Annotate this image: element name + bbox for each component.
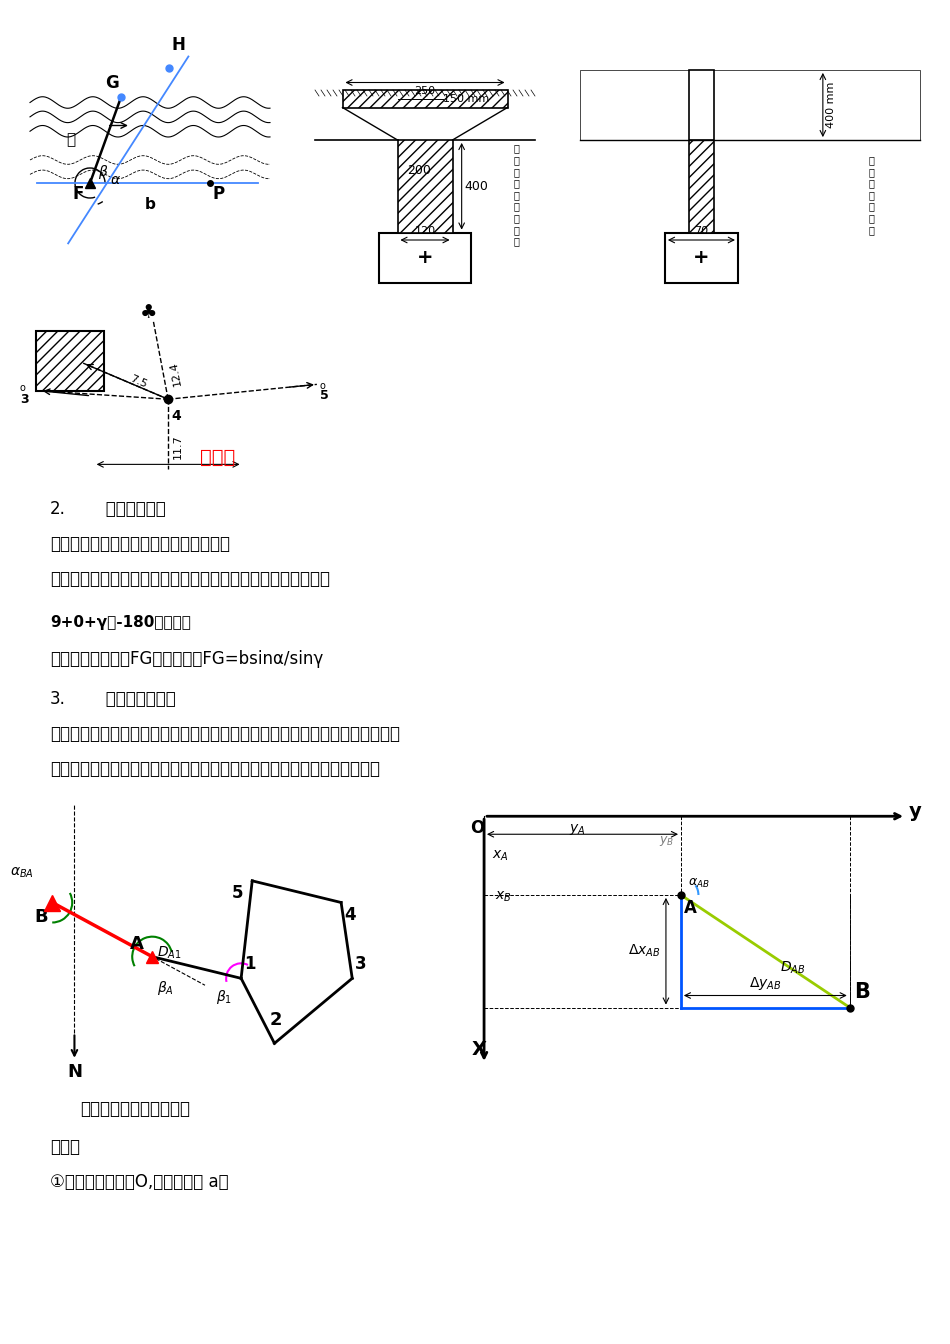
Text: B: B bbox=[34, 907, 48, 926]
Text: 400 mm: 400 mm bbox=[826, 82, 836, 128]
Text: o: o bbox=[20, 383, 26, 392]
Text: 9+0+γ）-180。二上门: 9+0+γ）-180。二上门 bbox=[50, 616, 191, 630]
Text: 70: 70 bbox=[694, 226, 709, 237]
Text: 河: 河 bbox=[66, 132, 75, 148]
Text: b: b bbox=[144, 198, 156, 212]
Text: 7.5: 7.5 bbox=[128, 374, 149, 390]
Text: 400: 400 bbox=[465, 180, 488, 192]
Text: 2: 2 bbox=[270, 1011, 282, 1030]
Text: o: o bbox=[320, 382, 326, 391]
Text: $\beta$: $\beta$ bbox=[98, 163, 108, 181]
Text: 150 mm: 150 mm bbox=[444, 94, 489, 103]
Text: $D_{AB}$: $D_{AB}$ bbox=[780, 960, 806, 976]
Text: $\alpha$: $\alpha$ bbox=[110, 173, 121, 187]
Text: $\alpha_{AB}$: $\alpha_{AB}$ bbox=[688, 878, 710, 890]
Text: O: O bbox=[470, 820, 484, 837]
Text: ♣: ♣ bbox=[140, 304, 157, 323]
Text: 混
凝
土
桩
（
永
久
性
）: 混 凝 土 桩 （ 永 久 性 ） bbox=[514, 144, 520, 246]
Text: 当导线跨越河流或其它障碍时，可采用作辅助点间接求距离法。: 当导线跨越河流或其它障碍时，可采用作辅助点间接求距离法。 bbox=[50, 570, 330, 589]
Text: $\Delta x_{AB}$: $\Delta x_{AB}$ bbox=[629, 943, 661, 960]
Text: 导线转折角测量: 导线转折角测量 bbox=[90, 689, 176, 708]
Text: 3.: 3. bbox=[50, 689, 66, 708]
Text: 三、导线测量的内业计算: 三、导线测量的内业计算 bbox=[80, 1099, 190, 1118]
Text: 4: 4 bbox=[171, 410, 180, 423]
Text: N: N bbox=[67, 1063, 83, 1081]
Text: $D_{A1}$: $D_{A1}$ bbox=[157, 945, 181, 961]
Text: A: A bbox=[684, 899, 696, 917]
FancyBboxPatch shape bbox=[379, 233, 471, 282]
Text: 木
桩
（
临
时
性
）: 木 桩 （ 临 时 性 ） bbox=[868, 155, 874, 235]
Bar bbox=[36, 331, 104, 391]
Text: 思路：: 思路： bbox=[50, 1138, 80, 1156]
Text: 120: 120 bbox=[414, 226, 435, 237]
Text: A: A bbox=[130, 934, 144, 953]
Text: 点之记: 点之记 bbox=[200, 448, 236, 468]
Text: $x_B$: $x_B$ bbox=[495, 890, 512, 905]
Bar bbox=[690, 140, 713, 233]
Text: 2.: 2. bbox=[50, 500, 66, 517]
Text: 导线转折角有左角和右角之分。当与高级控制点连测时，需进行连接测量。: 导线转折角有左角和右角之分。当与高级控制点连测时，需进行连接测量。 bbox=[50, 759, 380, 778]
Text: 一般采用经纬仪、全站仪用测回法测量，两个以上方向组成的角也可用方向法。: 一般采用经纬仪、全站仪用测回法测量，两个以上方向组成的角也可用方向法。 bbox=[50, 724, 400, 743]
Text: 11.7: 11.7 bbox=[173, 434, 183, 460]
Text: $\beta_1$: $\beta_1$ bbox=[216, 988, 232, 1007]
FancyBboxPatch shape bbox=[665, 233, 738, 282]
Text: 3: 3 bbox=[20, 392, 28, 406]
Text: $\Delta y_{AB}$: $\Delta y_{AB}$ bbox=[750, 976, 782, 992]
Text: 改正内角，再计算FG边的边长：FG=bsinα/sinγ: 改正内角，再计算FG边的边长：FG=bsinα/sinγ bbox=[50, 650, 323, 668]
Text: 12.4: 12.4 bbox=[169, 360, 183, 386]
Text: y: y bbox=[909, 802, 922, 821]
Text: $\alpha_{BA}$: $\alpha_{BA}$ bbox=[10, 866, 34, 880]
Text: 5: 5 bbox=[232, 884, 244, 902]
Text: H: H bbox=[171, 36, 185, 54]
Text: 1: 1 bbox=[244, 956, 256, 973]
Text: F: F bbox=[72, 185, 84, 203]
Text: $\beta_A$: $\beta_A$ bbox=[157, 978, 174, 997]
Text: 250: 250 bbox=[414, 86, 435, 95]
Text: 导线边长测量: 导线边长测量 bbox=[90, 500, 165, 517]
Text: X: X bbox=[472, 1040, 487, 1059]
Bar bbox=[343, 90, 507, 108]
Bar bbox=[580, 70, 920, 140]
Text: 5: 5 bbox=[320, 390, 329, 402]
Text: 3: 3 bbox=[355, 956, 367, 973]
Text: P: P bbox=[213, 185, 225, 203]
Text: 4: 4 bbox=[344, 906, 355, 923]
Text: G: G bbox=[105, 74, 119, 91]
Bar bbox=[397, 140, 452, 233]
Text: $y_A$: $y_A$ bbox=[569, 823, 586, 837]
Text: ①由水平角观测值O,计算方位角 a：: ①由水平角观测值O,计算方位角 a： bbox=[50, 1173, 229, 1191]
Text: +: + bbox=[417, 249, 433, 267]
Bar bbox=[690, 70, 713, 140]
Text: $x_A$: $x_A$ bbox=[492, 848, 508, 863]
Text: $y_B$: $y_B$ bbox=[659, 835, 674, 848]
Text: +: + bbox=[694, 249, 710, 267]
Text: B: B bbox=[854, 982, 869, 1003]
Text: 光电测距（测距仪、全站仪）、钢尺量距: 光电测距（测距仪、全站仪）、钢尺量距 bbox=[50, 535, 230, 552]
Text: 200: 200 bbox=[407, 164, 430, 176]
